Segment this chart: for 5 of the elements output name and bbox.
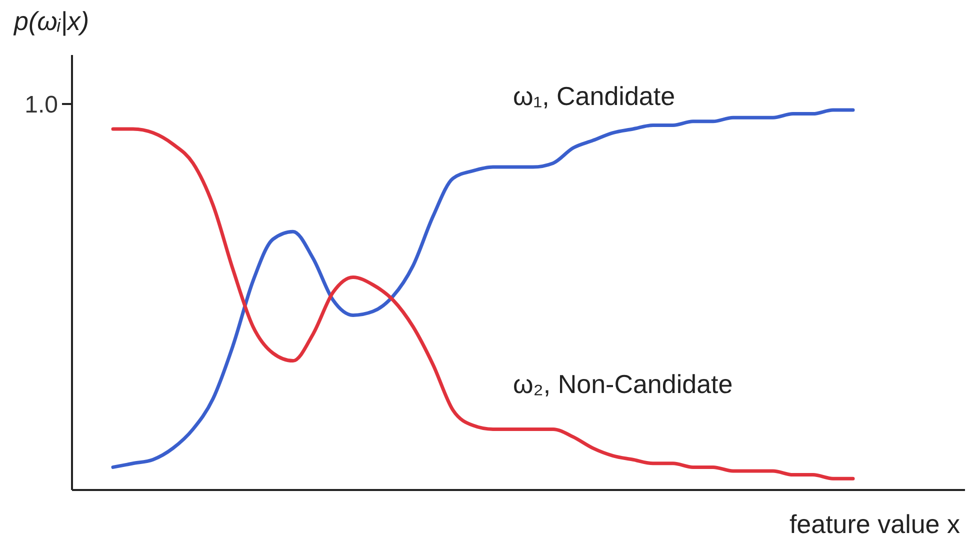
series-label: ω₂, Non-Candidate bbox=[513, 369, 733, 400]
x-axis-title: feature value x bbox=[789, 509, 960, 539]
series-label: ω₁, Candidate bbox=[513, 81, 676, 111]
y-axis-title: p(ωᵢ|x) bbox=[13, 6, 90, 36]
text: 1.0 bbox=[24, 91, 58, 118]
